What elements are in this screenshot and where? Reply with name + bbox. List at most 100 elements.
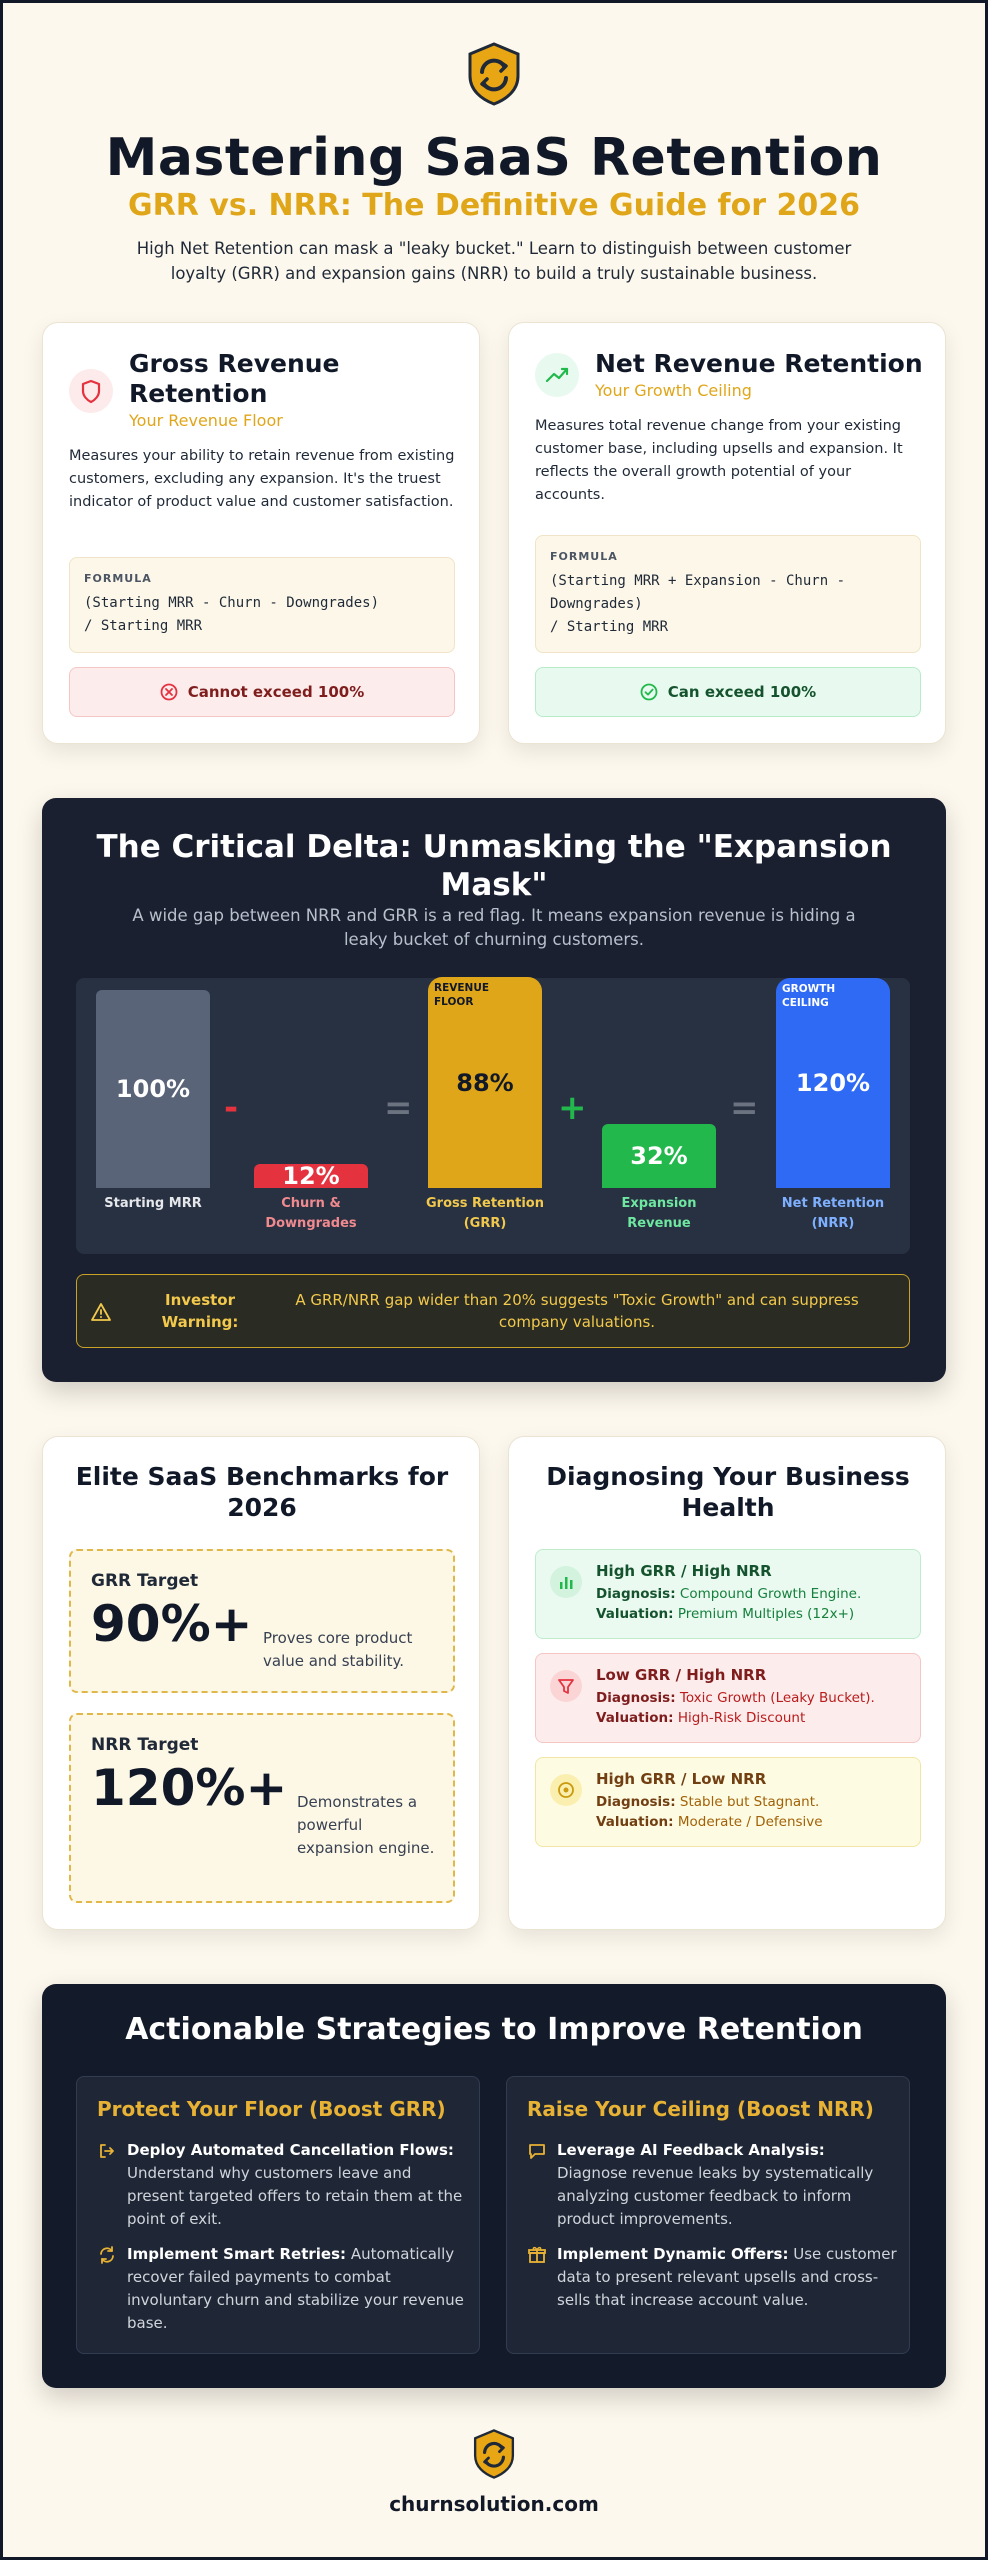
- diagnosis-item: High GRR / Low NRR Diagnosis: Stable but…: [535, 1757, 921, 1847]
- valuation-value: Premium Multiples (12x+): [677, 1606, 855, 1622]
- starting-mrr-label: Starting MRR: [104, 1196, 202, 1211]
- valuation-label: Valuation:: [596, 1606, 674, 1622]
- funnel-icon: [550, 1670, 582, 1702]
- grr-status-text: Cannot exceed 100%: [187, 683, 365, 701]
- page-subtitle: GRR vs. NRR: The Definitive Guide for 20…: [128, 188, 860, 223]
- strategy-desc: Diagnose revenue leaks by systematically…: [557, 2164, 874, 2228]
- nrr-value: 120%: [795, 1069, 871, 1097]
- diagnosis-label: Diagnosis:: [596, 1586, 676, 1602]
- strategies-title: Actionable Strategies to Improve Retenti…: [125, 2012, 863, 2047]
- grr-card: Gross Revenue Retention Your Revenue Flo…: [42, 322, 480, 744]
- strategy-column-nrr: Raise Your Ceiling (Boost NRR) Leverage …: [506, 2076, 910, 2354]
- starting-mrr-bar: 100%: [96, 990, 210, 1188]
- grr-formula-box: FORMULA (Starting MRR - Churn - Downgrad…: [69, 557, 455, 653]
- bench-value: 90%+: [91, 1595, 253, 1653]
- diagnosis-line: Diagnosis: Compound Growth Engine.: [596, 1586, 861, 1602]
- grr-formula: (Starting MRR - Churn - Downgrades) / St…: [84, 595, 380, 634]
- strategy-title: Implement Smart Retries:: [127, 2245, 347, 2263]
- grr-tag: REVENUE FLOOR: [434, 982, 490, 1008]
- strategy-desc: Automatically recover failed payments to…: [127, 2245, 464, 2332]
- diagnosis-line: Diagnosis: Toxic Growth (Leaky Bucket).: [596, 1690, 875, 1706]
- strategy-column-grr: Protect Your Floor (Boost GRR) Deploy Au…: [76, 2076, 480, 2354]
- churn-cycle-shield-icon: [473, 2429, 515, 2479]
- nrr-status-badge: Can exceed 100%: [535, 667, 921, 717]
- grr-description: Measures your ability to retain revenue …: [69, 448, 455, 510]
- valuation-value: High-Risk Discount: [677, 1710, 806, 1726]
- diagnosis-item: Low GRR / High NRR Diagnosis: Toxic Grow…: [535, 1653, 921, 1743]
- grr-title: Gross Revenue Retention: [129, 349, 340, 408]
- exit-arrow-icon: [100, 2144, 114, 2158]
- target-icon: [550, 1774, 582, 1806]
- formula-label: FORMULA: [550, 550, 618, 563]
- warning-label: Investor Warning:: [161, 1291, 239, 1331]
- investor-warning: Investor Warning: A GRR/NRR gap wider th…: [76, 1274, 910, 1348]
- diagnosis-label: Diagnosis:: [596, 1690, 676, 1706]
- strategy-text: Leverage AI Feedback Analysis: Diagnose …: [557, 2139, 897, 2231]
- waterfall-panel: 100% Starting MRR 12% Churn & Downgrades 88%…: [76, 977, 910, 1254]
- nrr-subtitle: Your Growth Ceiling: [595, 381, 752, 400]
- delta-title: The Critical Delta: Unmasking the "Expan…: [96, 829, 892, 903]
- diagnosis-title-text: High GRR / Low NRR: [596, 1770, 767, 1788]
- bench-label: GRR Target: [91, 1571, 199, 1591]
- diagnosis-value: Stable but Stagnant.: [679, 1794, 820, 1810]
- bench-value: 120%+: [91, 1759, 288, 1817]
- gift-icon: [528, 2246, 546, 2263]
- trending-up-icon: [535, 353, 579, 397]
- nrr-card: Net Revenue Retention Your Growth Ceilin…: [508, 322, 946, 744]
- nrr-bar: 120% GROWTH CEILING: [776, 978, 890, 1188]
- intro-text: High Net Retention can mask a "leaky buc…: [136, 239, 852, 283]
- delta-subtitle: A wide gap between NRR and GRR is a red …: [132, 906, 856, 949]
- valuation-label: Valuation:: [596, 1710, 674, 1726]
- nrr-formula: (Starting MRR + Expansion - Churn - Down…: [550, 573, 846, 635]
- grr-status-badge: Cannot exceed 100%: [69, 667, 455, 717]
- strategy-title: Leverage AI Feedback Analysis:: [557, 2141, 825, 2159]
- churn-value: 12%: [282, 1162, 340, 1190]
- nrr-label: Net Retention (NRR): [781, 1196, 885, 1231]
- strategy-text: Deploy Automated Cancellation Flows: Und…: [127, 2139, 467, 2231]
- valuation-line: Valuation: Premium Multiples (12x+): [596, 1606, 854, 1622]
- shield-icon: [69, 369, 113, 413]
- diagnosis-line: Diagnosis: Stable but Stagnant.: [596, 1794, 819, 1810]
- nrr-title: Net Revenue Retention: [595, 349, 923, 378]
- operator-1: -: [224, 1088, 239, 1128]
- chat-bubble-icon: [529, 2144, 545, 2159]
- operator-2: =: [384, 1088, 413, 1128]
- warning-text: A GRR/NRR gap wider than 20% suggests "T…: [295, 1291, 859, 1331]
- formula-label: FORMULA: [84, 572, 152, 585]
- starting-mrr-value: 100%: [115, 1075, 191, 1103]
- strategy-title: Deploy Automated Cancellation Flows:: [127, 2141, 454, 2159]
- valuation-line: Valuation: Moderate / Defensive: [596, 1814, 823, 1830]
- diagnosis-title-text: High GRR / High NRR: [596, 1562, 772, 1580]
- benchmarks-title: Elite SaaS Benchmarks for 2026: [75, 1462, 449, 1522]
- diagnosis-title: Diagnosing Your Business Health: [546, 1462, 910, 1522]
- diagnosis-value: Compound Growth Engine.: [679, 1586, 862, 1602]
- expansion-label: Expansion Revenue: [621, 1196, 697, 1231]
- strategy-desc: Understand why customers leave and prese…: [127, 2164, 463, 2228]
- strategy-text: Implement Smart Retries: Automatically r…: [127, 2243, 467, 2335]
- page-title: Mastering SaaS Retention: [105, 128, 883, 188]
- operator-4: =: [730, 1088, 759, 1128]
- nrr-target-box: NRR Target 120%+ Demonstrates a powerful…: [69, 1713, 455, 1903]
- valuation-label: Valuation:: [596, 1814, 674, 1830]
- grr-target-box: GRR Target 90%+ Proves core product valu…: [69, 1549, 455, 1693]
- bar-chart-icon: [550, 1566, 582, 1598]
- strategy-title: Implement Dynamic Offers:: [557, 2245, 789, 2263]
- warning-triangle-icon: [91, 1303, 111, 1321]
- grr-label: Gross Retention (GRR): [426, 1196, 544, 1231]
- expansion-bar: 32%: [602, 1124, 716, 1188]
- nrr-formula-box: FORMULA (Starting MRR + Expansion - Chur…: [535, 535, 921, 653]
- strategy-text: Implement Dynamic Offers: Use customer d…: [557, 2243, 897, 2312]
- x-circle-icon: [160, 683, 178, 701]
- churn-bar: 12%: [254, 1162, 368, 1190]
- expansion-value: 32%: [630, 1142, 688, 1170]
- bench-desc: Demonstrates a powerful expansion engine…: [297, 1793, 435, 1857]
- refresh-icon: [100, 2246, 114, 2264]
- benchmarks-card: Elite SaaS Benchmarks for 2026 GRR Targe…: [42, 1436, 480, 1930]
- grr-bar: 88% REVENUE FLOOR: [428, 977, 542, 1188]
- diagnosis-title-text: Low GRR / High NRR: [596, 1666, 767, 1684]
- nrr-description: Measures total revenue change from your …: [535, 418, 903, 503]
- operator-3: +: [558, 1088, 587, 1128]
- valuation-value: Moderate / Defensive: [677, 1814, 823, 1830]
- nrr-status-text: Can exceed 100%: [667, 683, 817, 701]
